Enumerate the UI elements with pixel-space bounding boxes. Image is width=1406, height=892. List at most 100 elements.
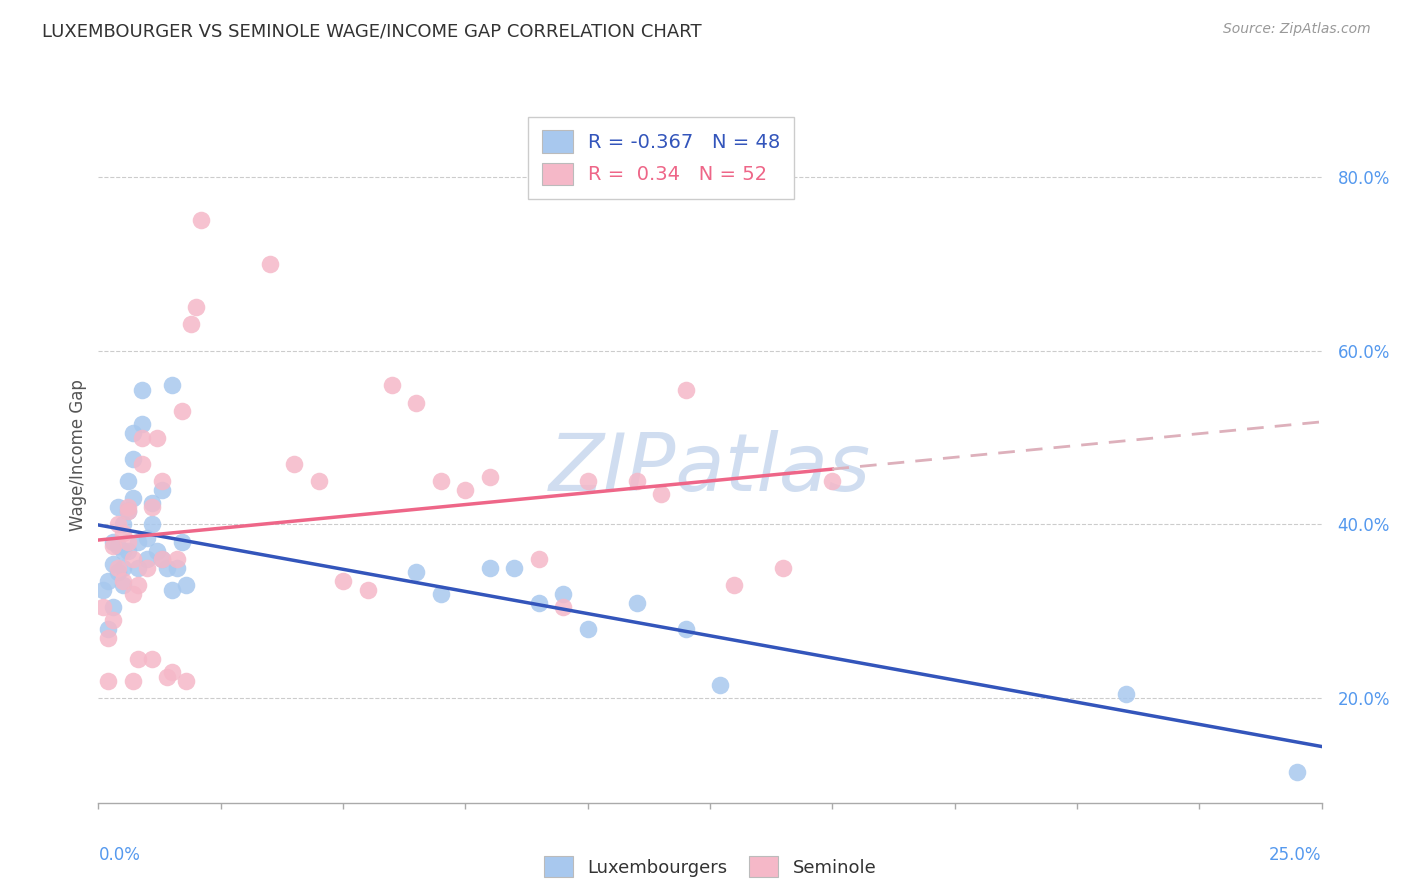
Point (141, 517, 163, 532)
Point (430, 474, 453, 488)
Point (381, 378, 404, 392)
Point (107, 561, 129, 575)
Point (160, 582, 183, 597)
Point (97, 622, 120, 636)
Point (166, 552, 188, 566)
Point (478, 469, 501, 483)
Point (131, 430, 153, 444)
Point (136, 531, 159, 545)
Point (117, 474, 139, 488)
Point (772, 561, 794, 575)
Point (553, 587, 575, 601)
Text: LUXEMBOURGER VS SEMINOLE WAGE/INCOME GAP CORRELATION CHART: LUXEMBOURGER VS SEMINOLE WAGE/INCOME GAP… (42, 22, 702, 40)
Legend: Luxembourgers, Seminole: Luxembourgers, Seminole (537, 849, 883, 884)
Point (101, 600, 124, 615)
Point (127, 561, 149, 575)
Point (626, 596, 648, 610)
Point (107, 517, 129, 532)
Point (160, 378, 183, 392)
Point (107, 500, 129, 514)
Point (821, 474, 844, 488)
Point (121, 491, 143, 506)
Point (111, 574, 134, 588)
Point (146, 430, 169, 444)
Point (553, 600, 575, 615)
Point (503, 561, 526, 575)
Point (156, 561, 179, 575)
Point (160, 665, 183, 680)
Point (176, 578, 198, 592)
Point (101, 534, 124, 549)
Point (576, 622, 599, 636)
Text: ZIPatlas: ZIPatlas (548, 430, 872, 508)
Point (117, 504, 139, 518)
Point (121, 452, 143, 467)
Point (136, 552, 159, 566)
Point (127, 534, 149, 549)
Point (180, 318, 202, 332)
Point (131, 383, 153, 397)
Point (150, 483, 173, 497)
Point (131, 457, 153, 471)
Point (186, 300, 208, 314)
Point (150, 552, 173, 566)
Point (111, 578, 134, 592)
Point (650, 487, 672, 501)
Point (97, 674, 120, 689)
Point (405, 566, 427, 580)
Point (97, 631, 120, 645)
Point (101, 557, 124, 571)
Point (146, 543, 169, 558)
Point (117, 500, 139, 514)
Point (117, 534, 139, 549)
Point (150, 552, 173, 566)
Point (356, 582, 378, 597)
Point (308, 474, 330, 488)
Point (170, 534, 193, 549)
Point (101, 613, 124, 627)
Point (259, 257, 281, 271)
Point (117, 543, 139, 558)
Point (107, 539, 129, 553)
Point (91, 582, 114, 597)
Point (454, 483, 477, 497)
Point (121, 552, 143, 566)
Point (675, 622, 697, 636)
Point (405, 395, 427, 409)
Point (1115, 687, 1137, 701)
Point (127, 652, 149, 666)
Point (527, 596, 550, 610)
Text: 0.0%: 0.0% (98, 847, 141, 864)
Point (166, 561, 188, 575)
Point (156, 670, 179, 684)
Point (141, 496, 163, 510)
Point (121, 674, 143, 689)
Point (101, 539, 124, 553)
Y-axis label: Wage/Income Gap: Wage/Income Gap (69, 379, 87, 531)
Point (709, 678, 731, 692)
Point (1286, 765, 1309, 780)
Point (141, 652, 163, 666)
Point (111, 526, 134, 541)
Point (283, 457, 305, 471)
Point (117, 504, 139, 518)
Point (723, 578, 745, 592)
Point (121, 587, 143, 601)
Point (127, 578, 149, 592)
Point (111, 561, 134, 575)
Point (675, 383, 697, 397)
Point (107, 566, 129, 580)
Point (576, 474, 599, 488)
Point (150, 474, 173, 488)
Point (141, 500, 163, 514)
Text: Source: ZipAtlas.com: Source: ZipAtlas.com (1223, 22, 1371, 37)
Point (111, 517, 134, 532)
Point (527, 552, 550, 566)
Point (121, 426, 143, 441)
Point (136, 561, 159, 575)
Point (430, 587, 453, 601)
Point (176, 674, 198, 689)
Point (190, 213, 212, 227)
Point (170, 404, 193, 418)
Point (478, 561, 501, 575)
